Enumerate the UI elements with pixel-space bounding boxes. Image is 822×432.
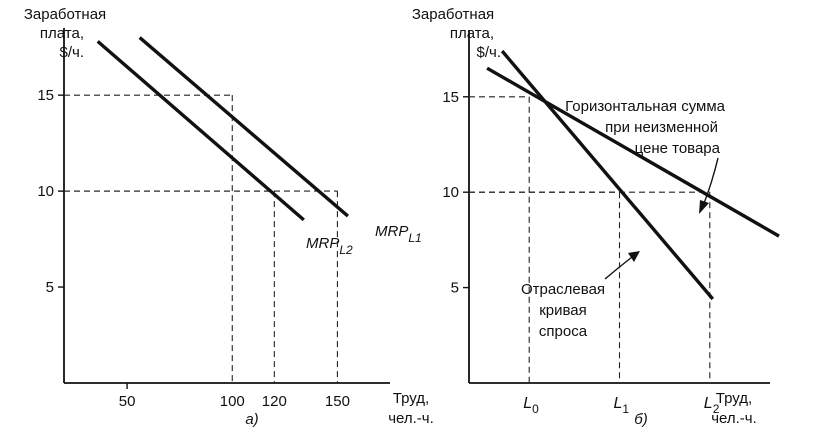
annotation-line: Отраслевая <box>521 281 605 298</box>
x-tick-label: L0 <box>523 395 539 416</box>
series-label-main: MRP <box>306 235 339 252</box>
panel-a-xlabel: Труд, чел.-ч. <box>388 390 434 427</box>
x-tick-label-sub: 1 <box>622 402 629 416</box>
x-tick-label: 120 <box>262 393 287 410</box>
y-tick-label: 15 <box>37 87 54 104</box>
annotation-line: при неизменной <box>605 119 718 136</box>
series-label-sub: L1 <box>408 231 421 245</box>
y-tick-label: 15 <box>442 89 459 106</box>
series-label-sub: L2 <box>339 243 353 257</box>
x-tick-label-sub: 0 <box>532 402 539 416</box>
panel-a-marks: 5 10 15 50 100 120 150 <box>37 28 390 410</box>
panel-a-ylabel: Заработная плата, $/ч. <box>24 6 106 61</box>
panel-a-label: а) <box>245 411 258 428</box>
annotation-line: Горизонтальная сумма <box>565 98 726 115</box>
x-tick-label: 100 <box>220 393 245 410</box>
annotation-arrow-shaft <box>604 256 633 280</box>
annotation-arrow-head <box>628 251 640 262</box>
y-tick-label: 5 <box>451 280 459 297</box>
panel-b-ylabel: Заработная плата, $/ч. <box>412 6 501 61</box>
panel-a: Заработная плата, $/ч. Труд, чел.-ч. а) … <box>24 6 434 428</box>
x-tick-label: L1 <box>614 395 630 416</box>
panel-b: Заработная плата, $/ч. Труд, чел.-ч. б) … <box>412 6 757 428</box>
series-label-main: MRP <box>375 223 408 240</box>
series-label-mrp-l1: MRPL1 <box>375 223 422 245</box>
x-tick-label: 50 <box>119 393 136 410</box>
panel-a-ylabel-line: Заработная <box>24 6 106 23</box>
series-line-2 <box>96 40 305 222</box>
x-tick-label: 150 <box>325 393 350 410</box>
panel-b-xlabel: Труд, чел.-ч. <box>711 390 757 427</box>
series-line-1 <box>486 66 780 238</box>
series-line-2 <box>500 49 715 301</box>
x-tick-label: L2 <box>704 395 720 416</box>
panel-b-label: б) <box>634 411 647 428</box>
panel-b-xlabel-line: Труд, <box>716 390 752 407</box>
annotation-line: спроса <box>539 323 588 340</box>
y-tick-label: 5 <box>46 279 54 296</box>
panel-a-xlabel-line: Труд, <box>393 390 429 407</box>
y-tick-label: 10 <box>37 183 54 200</box>
x-tick-label-main: L <box>704 395 713 412</box>
panel-a-ylabel-line: плата, <box>40 25 84 42</box>
annotation-arrow-head <box>699 200 709 214</box>
annotation-line: кривая <box>539 302 587 319</box>
y-tick-label: 10 <box>442 184 459 201</box>
annotation-line: цене товара <box>635 140 721 157</box>
x-tick-label-sub: 2 <box>713 402 720 416</box>
panel-b-ylabel-line: $/ч. <box>477 44 502 61</box>
panel-b-ylabel-line: плата, <box>450 25 494 42</box>
panel-b-xlabel-line: чел.-ч. <box>711 410 757 427</box>
annotation-industry-demand: Отраслевая кривая спроса <box>521 281 605 340</box>
x-tick-label-main: L <box>614 395 623 412</box>
series-label-mrp-l2: MRPL2 <box>306 235 353 257</box>
panel-a-xlabel-line: чел.-ч. <box>388 410 434 427</box>
panel-a-ylabel-line: $/ч. <box>60 44 85 61</box>
series-line-1 <box>138 36 350 218</box>
panel-b-ylabel-line: Заработная <box>412 6 494 23</box>
annotation-horizontal-sum: Горизонтальная сумма при неизменной цене… <box>565 98 726 157</box>
x-tick-label-main: L <box>523 395 532 412</box>
